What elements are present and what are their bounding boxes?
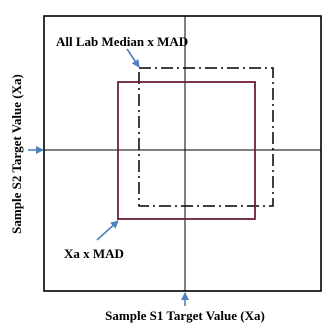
y-axis-label: Sample S2 Target Value (Xa) <box>9 74 24 234</box>
all-lab-median-label: All Lab Median x MAD <box>56 34 188 49</box>
median-label-arrow <box>126 48 140 68</box>
xa-mad-square <box>117 81 256 220</box>
all-lab-median-square <box>138 67 274 207</box>
xa-mad-label-arrow <box>96 220 119 241</box>
x-axis-label: Sample S1 Target Value (Xa) <box>105 308 265 323</box>
xa-mad-label: Xa x MAD <box>64 246 124 261</box>
plot-frame <box>43 15 322 292</box>
